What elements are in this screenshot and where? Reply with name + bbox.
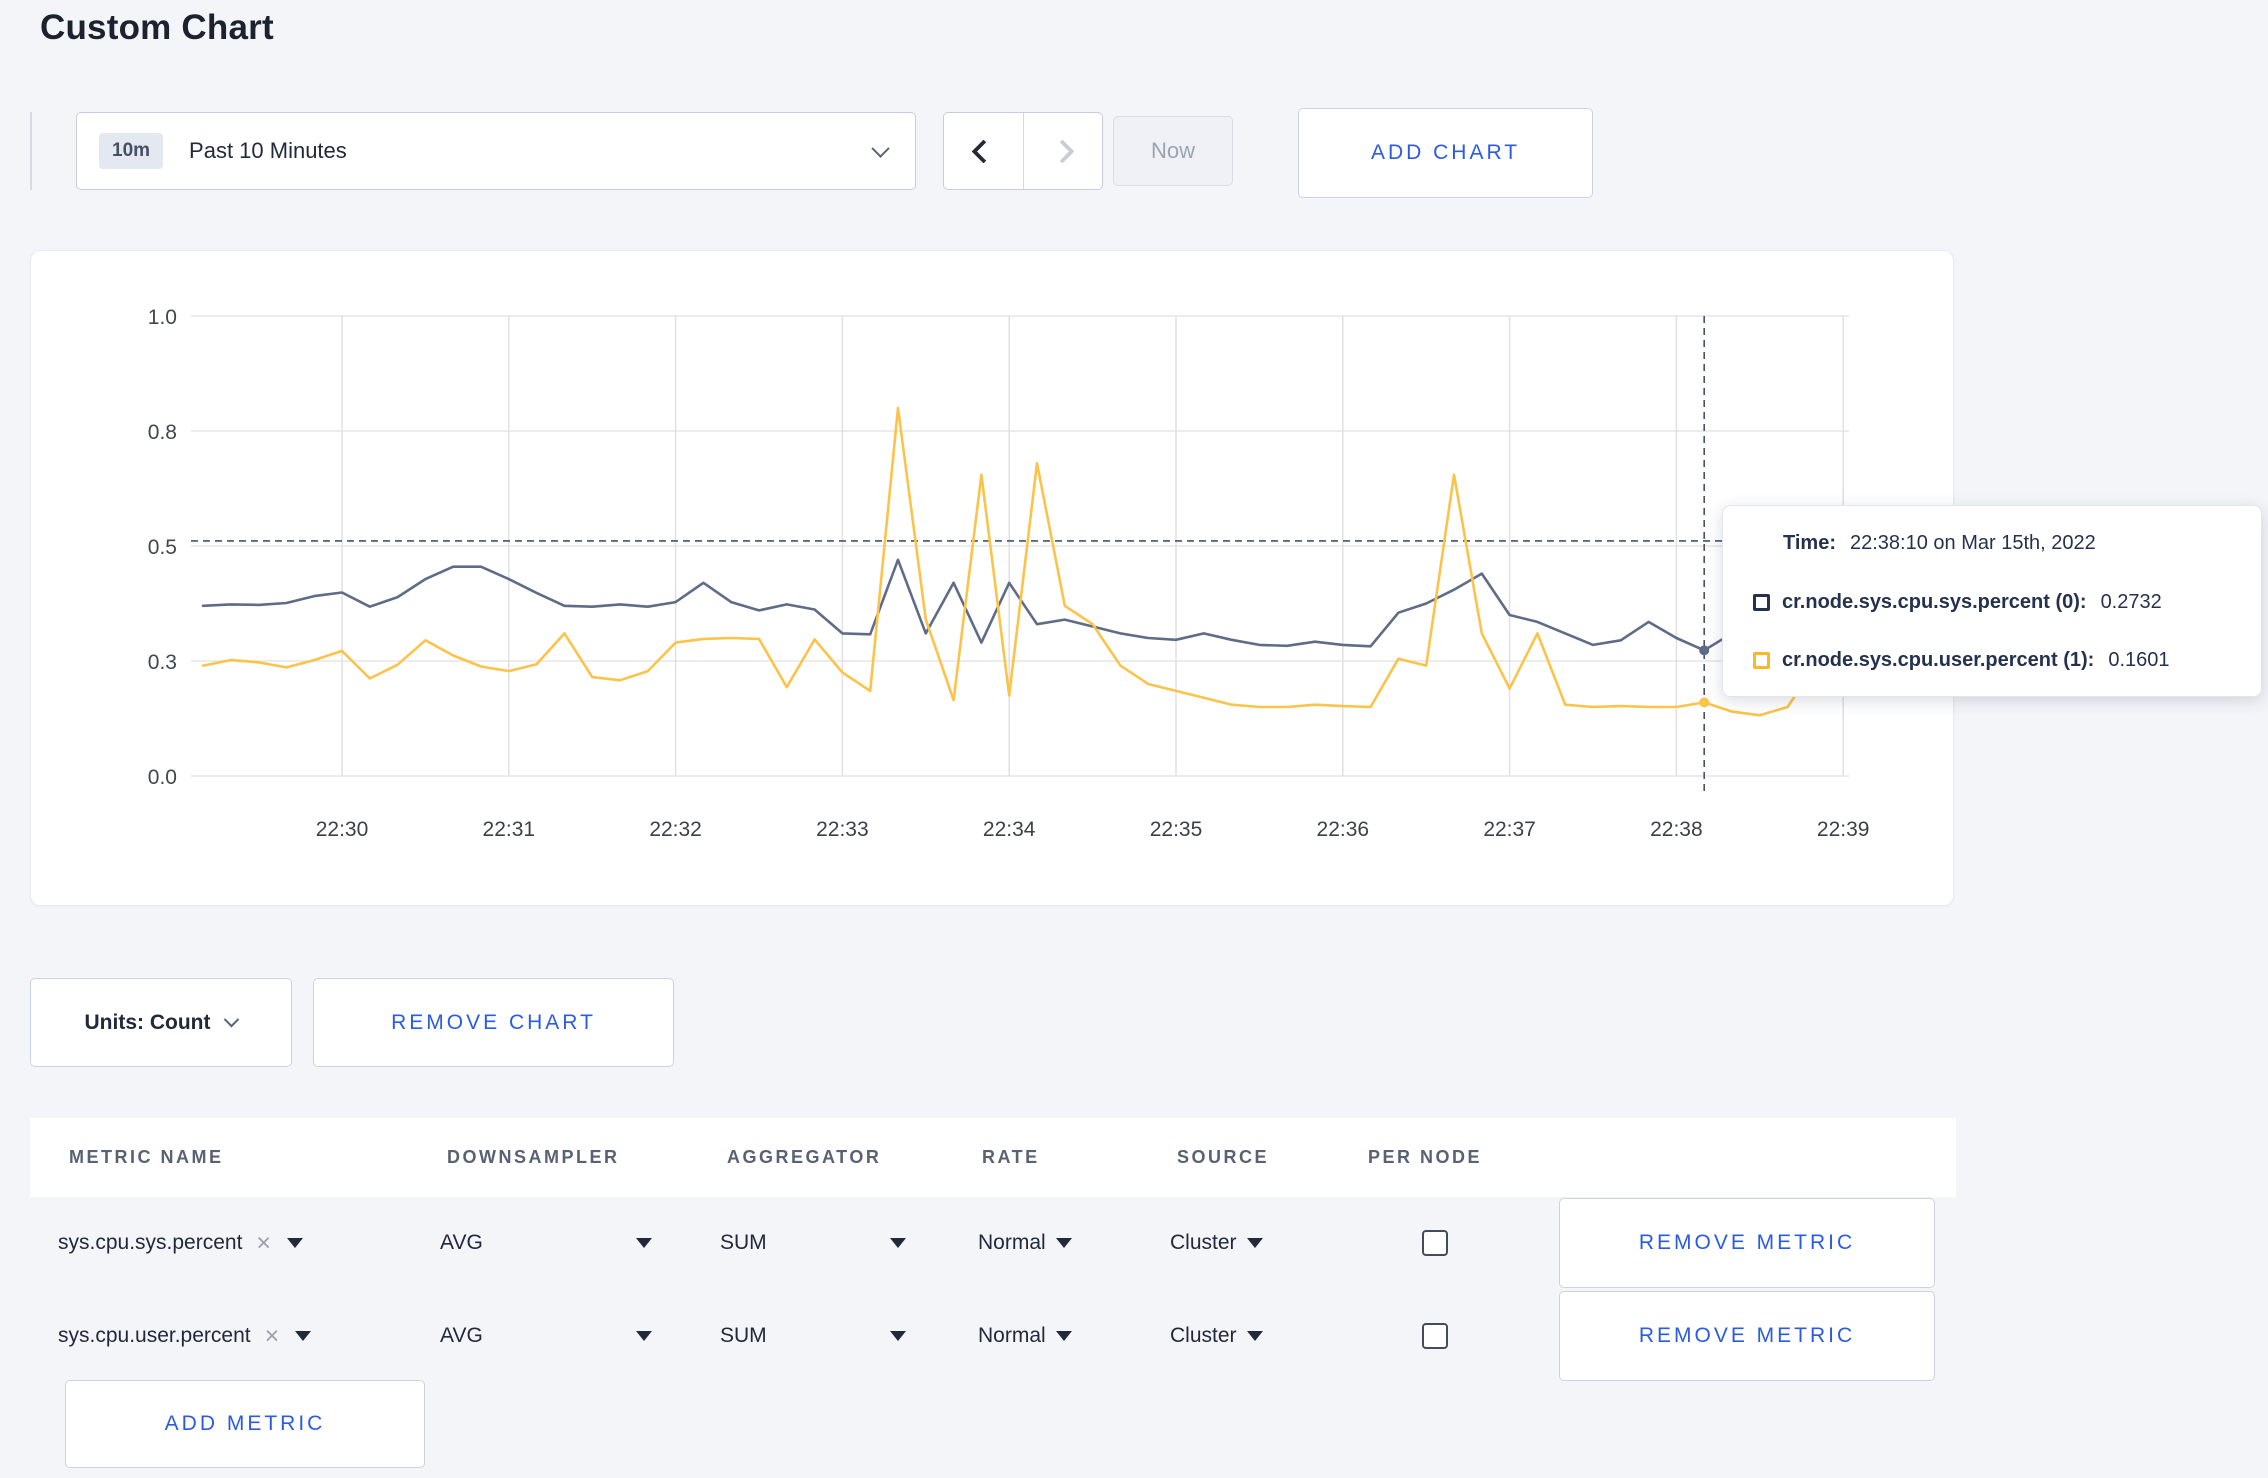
time-step-group [943, 112, 1103, 190]
downsampler-select[interactable]: AVG [440, 1291, 652, 1381]
downsampler-value: AVG [440, 1231, 483, 1254]
metric-name-select[interactable]: sys.cpu.sys.percent × [58, 1198, 304, 1288]
caret-down-icon [287, 1238, 304, 1248]
time-range-label: Past 10 Minutes [189, 138, 347, 163]
source-value: Cluster [1170, 1324, 1237, 1347]
table-row: sys.cpu.sys.percent × AVG SUM Normal Clu… [0, 1198, 2268, 1288]
rate-value: Normal [978, 1324, 1046, 1347]
metric-name-value: sys.cpu.user.percent [58, 1324, 251, 1347]
chart-tooltip: Time: 22:38:10 on Mar 15th, 2022 cr.node… [1722, 505, 2262, 697]
downsampler-select[interactable]: AVG [440, 1198, 652, 1288]
rate-select[interactable]: Normal [978, 1291, 1072, 1381]
remove-metric-button[interactable]: REMOVE METRIC [1559, 1198, 1935, 1288]
per-node-cell [1422, 1291, 1448, 1381]
source-select[interactable]: Cluster [1170, 1291, 1263, 1381]
metric-name-value: sys.cpu.sys.percent [58, 1231, 243, 1254]
downsampler-value: AVG [440, 1324, 483, 1347]
page-title: Custom Chart [40, 8, 274, 47]
chevron-down-icon [871, 138, 890, 158]
source-select[interactable]: Cluster [1170, 1198, 1263, 1288]
per-node-cell [1422, 1198, 1448, 1288]
svg-text:0.0: 0.0 [148, 766, 177, 789]
remove-metric-cell: REMOVE METRIC [1559, 1198, 1935, 1288]
remove-metric-cell: REMOVE METRIC [1559, 1291, 1935, 1381]
svg-text:1.0: 1.0 [148, 306, 177, 329]
caret-down-icon [1055, 1238, 1072, 1248]
aggregator-select[interactable]: SUM [720, 1198, 906, 1288]
add-chart-button[interactable]: ADD CHART [1298, 108, 1593, 198]
table-row: sys.cpu.user.percent × AVG SUM Normal Cl… [0, 1291, 2268, 1381]
tooltip-series-value: 0.2732 [2100, 590, 2162, 613]
caret-down-icon [636, 1238, 652, 1248]
caret-down-icon [1055, 1331, 1072, 1341]
timeseries-chart[interactable]: 0.0 0.3 0.5 0.8 1.0 22:30 22:31 22:32 22:33 22:34… [31, 251, 1955, 907]
remove-metric-button[interactable]: REMOVE METRIC [1559, 1291, 1935, 1381]
caret-down-icon [295, 1331, 312, 1341]
tooltip-series-row: cr.node.sys.cpu.sys.percent (0): 0.2732 [1753, 591, 2231, 614]
tooltip-time-value: 22:38:10 on Mar 15th, 2022 [1849, 532, 2096, 554]
tooltip-series-label: cr.node.sys.cpu.sys.percent (0): [1782, 590, 2087, 613]
aggregator-value: SUM [720, 1231, 767, 1254]
user-series-swatch-icon [1753, 652, 1770, 669]
svg-text:0.3: 0.3 [148, 651, 177, 674]
svg-text:22:38: 22:38 [1650, 818, 1703, 841]
chevron-right-icon [1050, 138, 1075, 164]
svg-text:22:34: 22:34 [983, 818, 1036, 841]
caret-down-icon [890, 1238, 906, 1248]
caret-down-icon [1246, 1238, 1263, 1248]
chevron-left-icon [971, 138, 996, 164]
aggregator-select[interactable]: SUM [720, 1291, 906, 1381]
time-range-badge: 10m [99, 133, 164, 169]
svg-text:22:36: 22:36 [1317, 818, 1370, 841]
rate-select[interactable]: Normal [978, 1198, 1072, 1288]
svg-text:0.5: 0.5 [148, 536, 177, 559]
now-button[interactable]: Now [1113, 116, 1233, 186]
column-header-per-node: PER NODE [1368, 1147, 1483, 1167]
metrics-table-header: METRIC NAME DOWNSAMPLER AGGREGATOR RATE … [30, 1118, 1956, 1197]
chevron-down-icon [224, 1011, 240, 1028]
metric-name-select[interactable]: sys.cpu.user.percent × [58, 1291, 312, 1381]
sys-series-swatch-icon [1753, 593, 1770, 611]
column-header-downsampler: DOWNSAMPLER [447, 1147, 620, 1167]
svg-text:0.8: 0.8 [148, 421, 177, 444]
caret-down-icon [1246, 1331, 1263, 1341]
column-header-aggregator: AGGREGATOR [727, 1147, 882, 1167]
tooltip-series-label: cr.node.sys.cpu.user.percent (1): [1782, 649, 2095, 671]
svg-text:22:35: 22:35 [1150, 818, 1203, 841]
remove-chart-button[interactable]: REMOVE CHART [313, 978, 674, 1067]
svg-text:22:39: 22:39 [1817, 818, 1870, 841]
column-header-rate: RATE [982, 1147, 1040, 1167]
svg-text:22:37: 22:37 [1483, 818, 1536, 841]
column-header-source: SOURCE [1177, 1147, 1270, 1167]
svg-text:22:31: 22:31 [483, 818, 536, 841]
tooltip-series-value: 0.1601 [2108, 649, 2170, 671]
tooltip-series-row: cr.node.sys.cpu.user.percent (1): 0.1601 [1753, 649, 2231, 672]
toolbar-divider [30, 112, 32, 190]
tooltip-time-row: Time: 22:38:10 on Mar 15th, 2022 [1753, 532, 2231, 555]
rate-value: Normal [978, 1231, 1046, 1254]
source-value: Cluster [1170, 1231, 1237, 1254]
svg-text:22:30: 22:30 [316, 818, 369, 841]
clear-metric-icon[interactable]: × [256, 1228, 272, 1257]
svg-text:22:33: 22:33 [816, 818, 869, 841]
units-dropdown[interactable]: Units: Count [30, 978, 292, 1067]
previous-range-button[interactable] [944, 113, 1023, 189]
caret-down-icon [890, 1331, 906, 1341]
per-node-checkbox[interactable] [1422, 1323, 1448, 1349]
aggregator-value: SUM [720, 1324, 767, 1347]
caret-down-icon [636, 1331, 652, 1341]
time-range-dropdown[interactable]: 10m Past 10 Minutes [76, 112, 916, 190]
svg-text:22:32: 22:32 [649, 818, 702, 841]
chart-card[interactable]: 0.0 0.3 0.5 0.8 1.0 22:30 22:31 22:32 22:33 22:34… [30, 250, 1954, 906]
column-header-metric-name: METRIC NAME [69, 1147, 224, 1167]
tooltip-time-label: Time: [1783, 532, 1836, 554]
units-dropdown-label: Units: Count [84, 1010, 211, 1034]
per-node-checkbox[interactable] [1422, 1230, 1448, 1256]
clear-metric-icon[interactable]: × [264, 1321, 280, 1350]
add-metric-button[interactable]: ADD METRIC [65, 1380, 425, 1468]
next-range-button[interactable] [1022, 113, 1103, 189]
